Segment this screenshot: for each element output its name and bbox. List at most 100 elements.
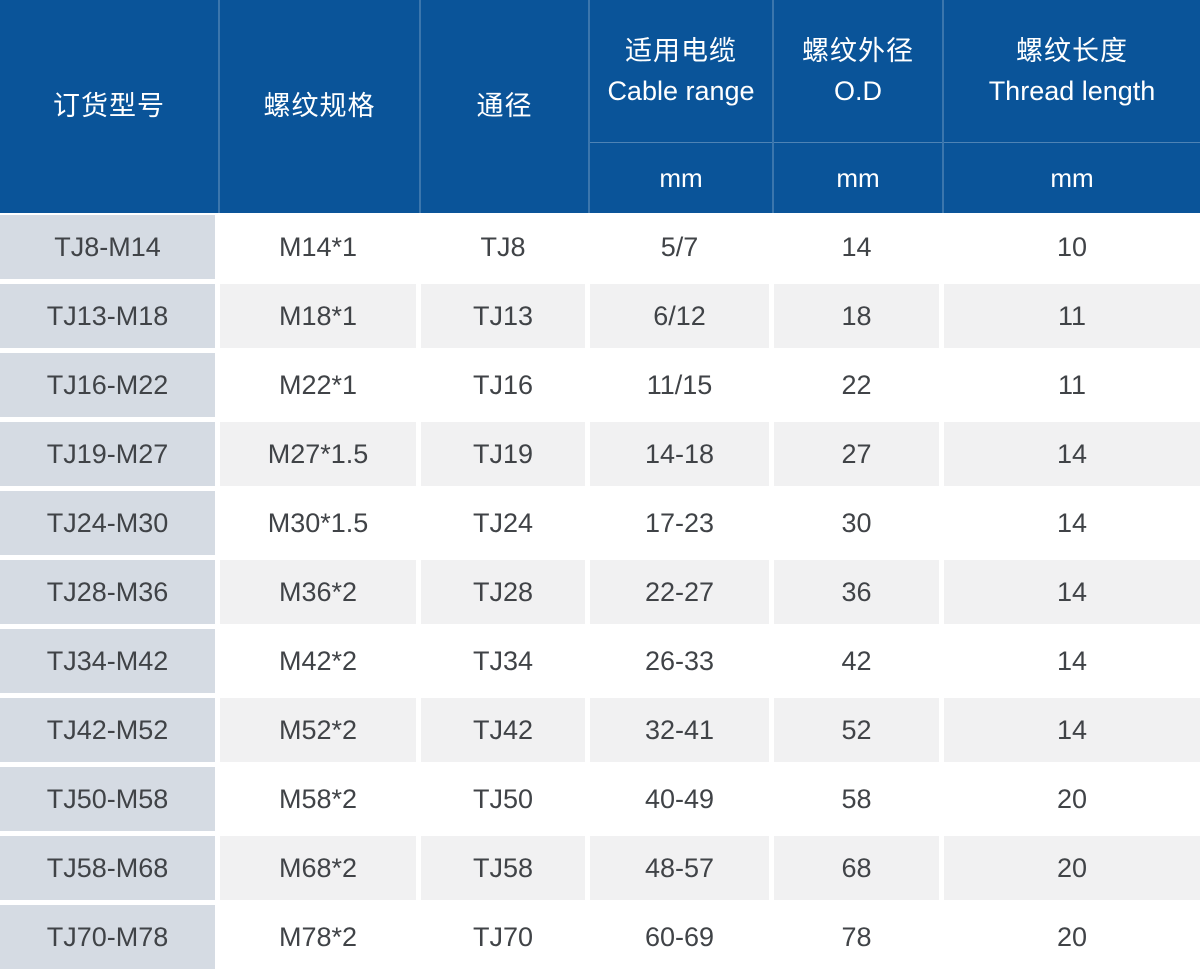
cell-order-model: TJ24-M30 xyxy=(0,491,220,555)
cell-thread-length: 10 xyxy=(944,215,1200,279)
col-header-thread-length: 螺纹长度 Thread length mm xyxy=(944,0,1200,213)
cell-thread-spec: M27*1.5 xyxy=(220,422,421,486)
col-header-od: 螺纹外径 O.D mm xyxy=(774,0,944,213)
cell-thread-length: 14 xyxy=(944,698,1200,762)
cell-od: 18 xyxy=(774,284,944,348)
cell-od: 78 xyxy=(774,905,944,969)
col-header-cable-range: 适用电缆 Cable range mm xyxy=(590,0,774,213)
table-row: TJ24-M30 M30*1.5 TJ24 17-23 30 14 xyxy=(0,491,1200,555)
cell-thread-length: 20 xyxy=(944,836,1200,900)
cell-od: 42 xyxy=(774,629,944,693)
cell-order-model: TJ58-M68 xyxy=(0,836,220,900)
cell-thread-spec: M58*2 xyxy=(220,767,421,831)
thread-length-label-zh: 螺纹长度 xyxy=(1016,36,1128,66)
cell-diameter: TJ34 xyxy=(421,629,590,693)
thread-length-label-en: Thread length xyxy=(988,76,1156,106)
table-row: TJ13-M18 M18*1 TJ13 6/12 18 11 xyxy=(0,284,1200,348)
col-header-diameter: 通径 xyxy=(421,0,590,213)
cell-thread-length: 20 xyxy=(944,767,1200,831)
cell-order-model: TJ16-M22 xyxy=(0,353,220,417)
cell-cable-range: 22-27 xyxy=(590,560,774,624)
cell-thread-length: 14 xyxy=(944,560,1200,624)
table-row: TJ70-M78 M78*2 TJ70 60-69 78 20 xyxy=(0,905,1200,969)
cell-od: 68 xyxy=(774,836,944,900)
cell-thread-spec: M18*1 xyxy=(220,284,421,348)
cell-cable-range: 40-49 xyxy=(590,767,774,831)
cell-order-model: TJ70-M78 xyxy=(0,905,220,969)
cable-range-label-zh: 适用电缆 xyxy=(625,36,737,66)
cell-thread-spec: M68*2 xyxy=(220,836,421,900)
cell-order-model: TJ50-M58 xyxy=(0,767,220,831)
col-header-diameter-label: 通径 xyxy=(476,91,533,121)
cell-thread-spec: M42*2 xyxy=(220,629,421,693)
thread-length-unit: mm xyxy=(1050,162,1094,193)
cell-thread-spec: M22*1 xyxy=(220,353,421,417)
cell-cable-range: 11/15 xyxy=(590,353,774,417)
cell-order-model: TJ28-M36 xyxy=(0,560,220,624)
cell-od: 58 xyxy=(774,767,944,831)
col-header-order-model: 订货型号 xyxy=(0,0,220,213)
cell-od: 22 xyxy=(774,353,944,417)
cell-diameter: TJ13 xyxy=(421,284,590,348)
table-row: TJ28-M36 M36*2 TJ28 22-27 36 14 xyxy=(0,560,1200,624)
col-header-thread-spec-label: 螺纹规格 xyxy=(263,91,376,121)
cell-thread-spec: M36*2 xyxy=(220,560,421,624)
cell-thread-spec: M14*1 xyxy=(220,215,421,279)
cell-cable-range: 48-57 xyxy=(590,836,774,900)
table-row: TJ42-M52 M52*2 TJ42 32-41 52 14 xyxy=(0,698,1200,762)
cell-cable-range: 5/7 xyxy=(590,215,774,279)
cell-diameter: TJ8 xyxy=(421,215,590,279)
cell-od: 27 xyxy=(774,422,944,486)
cell-thread-spec: M30*1.5 xyxy=(220,491,421,555)
col-header-thread-spec: 螺纹规格 xyxy=(220,0,421,213)
cell-order-model: TJ8-M14 xyxy=(0,215,220,279)
od-unit: mm xyxy=(836,162,880,193)
table-row: TJ50-M58 M58*2 TJ50 40-49 58 20 xyxy=(0,767,1200,831)
cell-diameter: TJ24 xyxy=(421,491,590,555)
cell-thread-length: 14 xyxy=(944,629,1200,693)
cell-thread-length: 11 xyxy=(944,284,1200,348)
cell-thread-spec: M78*2 xyxy=(220,905,421,969)
cell-thread-length: 14 xyxy=(944,422,1200,486)
cell-cable-range: 14-18 xyxy=(590,422,774,486)
cell-diameter: TJ42 xyxy=(421,698,590,762)
table-row: TJ34-M42 M42*2 TJ34 26-33 42 14 xyxy=(0,629,1200,693)
cell-od: 30 xyxy=(774,491,944,555)
od-label-en: O.D xyxy=(833,76,882,106)
cell-order-model: TJ34-M42 xyxy=(0,629,220,693)
cell-od: 36 xyxy=(774,560,944,624)
cell-thread-length: 11 xyxy=(944,353,1200,417)
cell-thread-length: 14 xyxy=(944,491,1200,555)
cell-diameter: TJ58 xyxy=(421,836,590,900)
cell-diameter: TJ28 xyxy=(421,560,590,624)
col-header-order-model-label: 订货型号 xyxy=(53,91,165,121)
col-header-thread-length-title: 螺纹长度 Thread length xyxy=(944,0,1200,143)
cell-order-model: TJ13-M18 xyxy=(0,284,220,348)
cell-od: 52 xyxy=(774,698,944,762)
cable-range-unit: mm xyxy=(659,162,703,193)
cell-cable-range: 26-33 xyxy=(590,629,774,693)
cell-thread-length: 20 xyxy=(944,905,1200,969)
cell-order-model: TJ19-M27 xyxy=(0,422,220,486)
table-row: TJ8-M14 M14*1 TJ8 5/7 14 10 xyxy=(0,215,1200,279)
cell-cable-range: 60-69 xyxy=(590,905,774,969)
table-row: TJ58-M68 M68*2 TJ58 48-57 68 20 xyxy=(0,836,1200,900)
cell-diameter: TJ50 xyxy=(421,767,590,831)
cell-diameter: TJ16 xyxy=(421,353,590,417)
col-header-od-title: 螺纹外径 O.D xyxy=(774,0,942,143)
table-body: TJ8-M14 M14*1 TJ8 5/7 14 10 TJ13-M18 M18… xyxy=(0,213,1200,969)
table-row: TJ19-M27 M27*1.5 TJ19 14-18 27 14 xyxy=(0,422,1200,486)
table-header: 订货型号 螺纹规格 通径 适用电缆 Cable range mm 螺纹外径 O.… xyxy=(0,0,1200,213)
cell-cable-range: 17-23 xyxy=(590,491,774,555)
cell-order-model: TJ42-M52 xyxy=(0,698,220,762)
cell-thread-spec: M52*2 xyxy=(220,698,421,762)
cell-cable-range: 6/12 xyxy=(590,284,774,348)
cell-cable-range: 32-41 xyxy=(590,698,774,762)
cable-range-label-en: Cable range xyxy=(607,76,755,106)
table-row: TJ16-M22 M22*1 TJ16 11/15 22 11 xyxy=(0,353,1200,417)
cell-diameter: TJ19 xyxy=(421,422,590,486)
od-label-zh: 螺纹外径 xyxy=(802,36,914,66)
cell-od: 14 xyxy=(774,215,944,279)
cell-diameter: TJ70 xyxy=(421,905,590,969)
